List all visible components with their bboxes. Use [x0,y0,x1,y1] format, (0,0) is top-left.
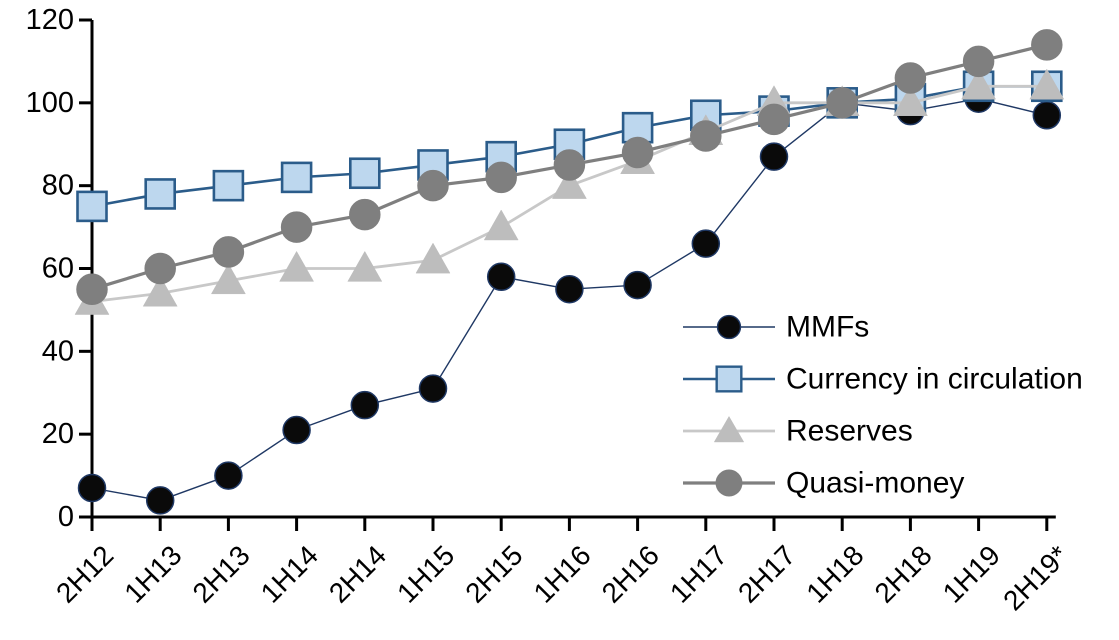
x-axis-tick-label: 2H15 [459,539,528,608]
y-axis-tick-label: 20 [42,418,74,450]
series-marker-quasi-money [962,45,995,78]
series-marker-currency-in-circulation [348,157,381,190]
series-marker-quasi-money [553,149,586,181]
x-axis-tick-label: 1H18 [800,539,869,608]
series-marker-reserves [415,242,451,274]
series-marker-reserves [279,250,315,282]
series-marker-reserves [961,68,997,100]
series-marker-mmfs [759,142,789,171]
legend-marker-circle-icon [716,314,742,340]
series-marker-mmfs [623,270,652,300]
x-axis-tick-label: 1H14 [255,539,324,608]
legend-label: Quasi-money [786,467,964,500]
series-marker-quasi-money [485,161,517,194]
series-marker-quasi-money [894,62,927,94]
series-marker-mmfs [214,461,243,490]
series-marker-mmfs [282,415,311,445]
series-marker-mmfs [691,229,721,258]
x-axis-tick-label: 2H14 [323,539,392,608]
x-axis-tick-label: 1H13 [118,539,187,608]
legend-marker-square-icon [715,365,743,393]
series-marker-quasi-money [758,103,790,136]
series-marker-currency-in-circulation [76,190,108,223]
series-marker-quasi-money [144,252,176,285]
legend-label: Reserves [786,415,913,448]
series-marker-quasi-money [349,198,381,231]
legend-label: MMFs [786,311,869,344]
x-axis-tick-label: 2H13 [187,539,256,608]
series-marker-reserves [142,275,178,307]
x-axis-tick-label: 2H12 [50,539,119,608]
legend-marker-triangle-icon [713,415,745,443]
series-marker-reserves [347,250,383,282]
series-marker-reserves [210,263,246,295]
y-axis-tick-label: 0 [58,501,74,533]
y-axis-tick-label: 120 [26,4,74,36]
series-marker-reserves [892,85,928,116]
series-marker-currency-in-circulation [280,161,313,194]
series-marker-reserves [1029,68,1065,100]
x-axis-tick-label: 2H17 [732,539,801,608]
series-marker-mmfs [77,473,107,503]
series-marker-currency-in-circulation [144,178,176,210]
series-marker-quasi-money [690,120,722,152]
series-marker-mmfs [145,486,175,515]
legend-label: Currency in circulation [786,363,1083,396]
series-marker-reserves [551,168,587,199]
y-axis-tick-label: 100 [26,87,74,119]
x-axis-tick-label: 1H15 [391,539,460,608]
series-marker-quasi-money [212,236,245,268]
series-marker-quasi-money [621,136,654,169]
x-axis-tick-label: 1H17 [664,539,733,608]
series-marker-mmfs [555,274,584,304]
series-marker-mmfs [486,262,516,292]
series-marker-quasi-money [280,211,313,243]
legend-marker-circle-icon [715,469,743,497]
x-axis-tick-label: 2H16 [596,539,665,608]
x-axis-tick-label: 1H19 [937,539,1006,608]
series-marker-quasi-money [826,87,858,119]
series-marker-mmfs [418,374,448,403]
x-axis-tick-label: 1H16 [528,539,597,608]
series-marker-mmfs [1032,101,1062,130]
x-axis-tick-label: 2H19* [997,539,1074,616]
series-marker-quasi-money [1031,29,1063,61]
series-marker-mmfs [350,390,380,420]
y-axis-tick-label: 80 [42,170,74,202]
y-axis-tick-label: 60 [42,253,74,285]
series-marker-quasi-money [417,169,449,202]
x-axis-tick-label: 2H18 [869,539,938,608]
series-marker-reserves [483,209,519,241]
series-marker-currency-in-circulation [212,169,245,202]
y-axis-tick-label: 40 [42,335,74,367]
series-marker-quasi-money [76,273,108,305]
